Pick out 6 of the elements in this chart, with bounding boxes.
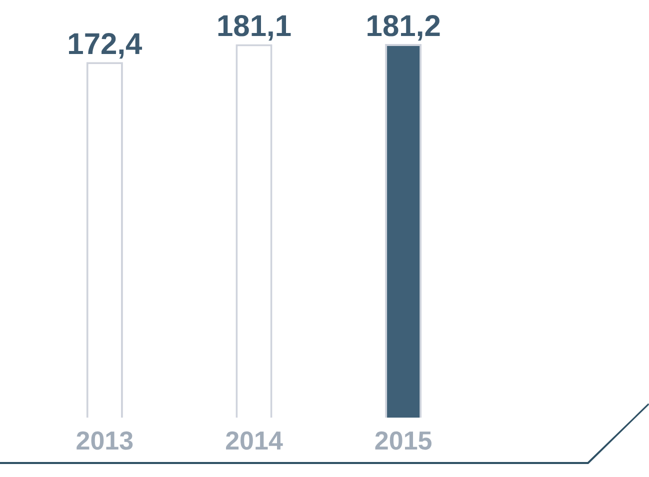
x-tick-label: 2014 bbox=[225, 426, 284, 456]
data-label: 172,4 bbox=[67, 28, 143, 62]
x-tick-label: 2013 bbox=[76, 426, 134, 456]
x-tick-label: 2015 bbox=[374, 426, 432, 456]
data-label: 181,1 bbox=[216, 10, 292, 44]
data-label: 181,2 bbox=[366, 10, 441, 43]
